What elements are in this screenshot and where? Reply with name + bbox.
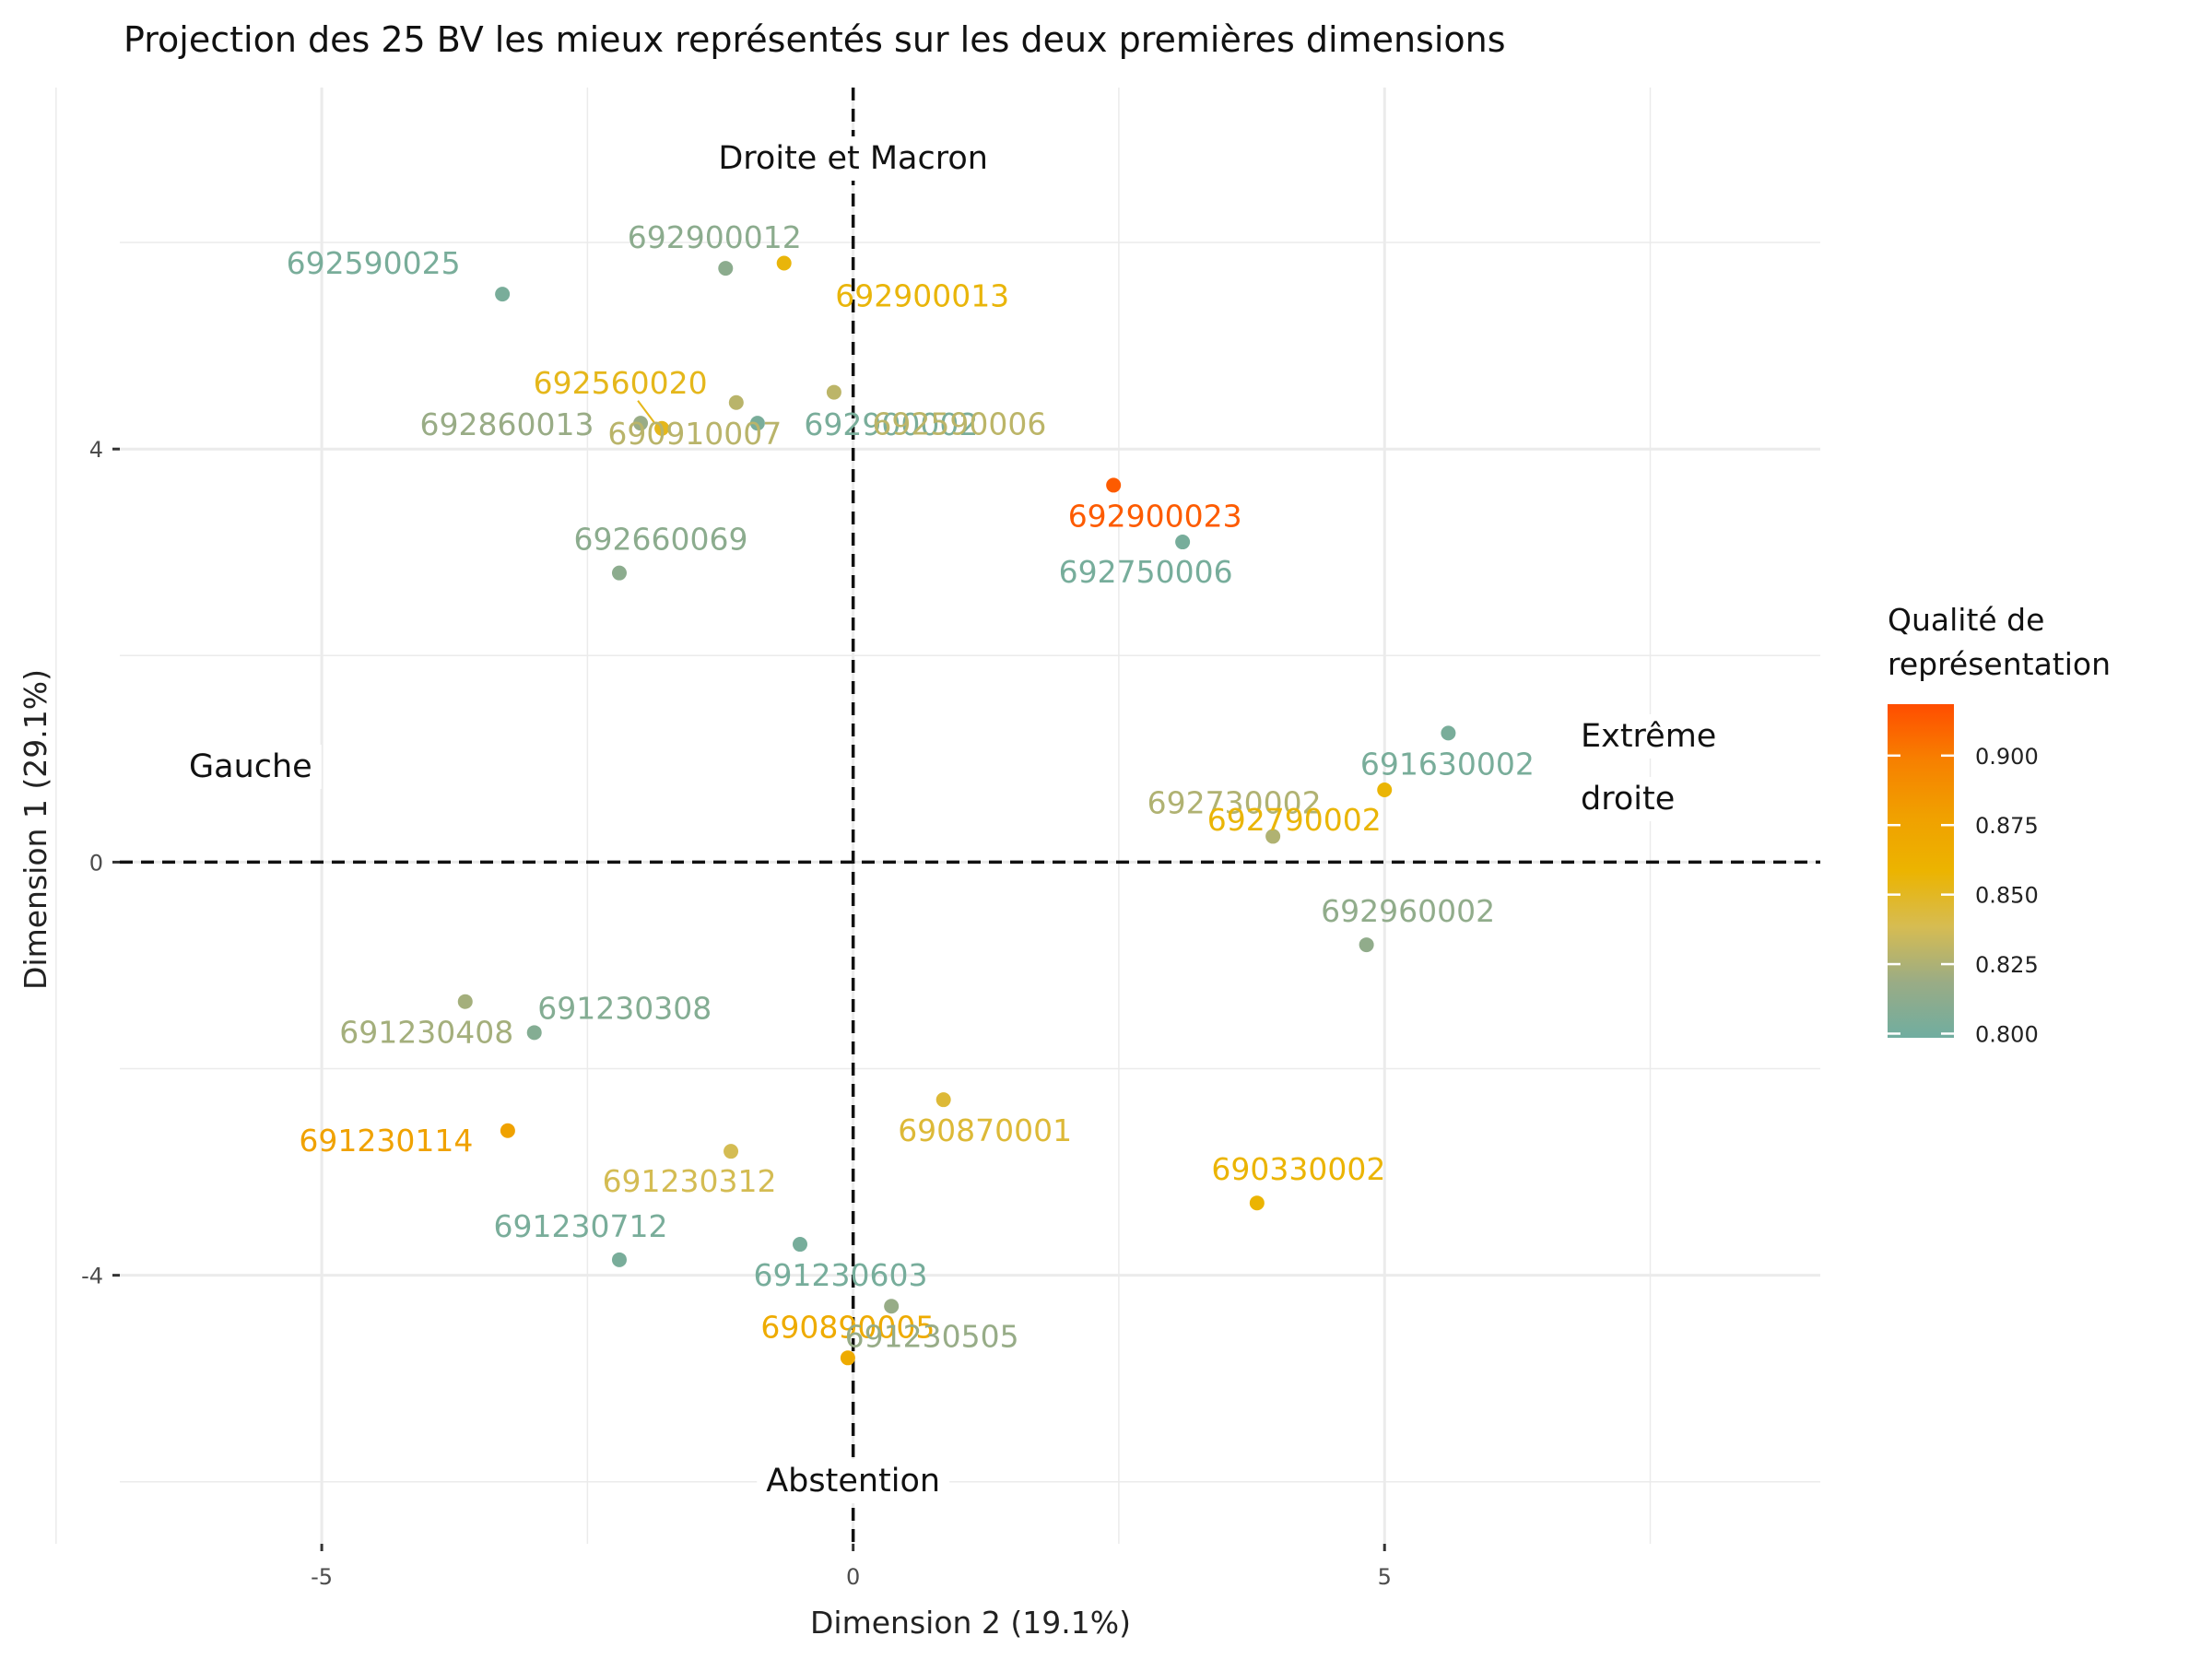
legend-tick-label: 0.800 (1975, 1021, 2039, 1047)
color-legend: Qualité de représentation 0.900 0.875 0.85… (1888, 602, 2111, 1047)
data-point (1106, 477, 1122, 493)
data-points (457, 255, 1456, 1366)
data-point (749, 416, 765, 431)
data-point (884, 1299, 900, 1314)
legend-tick-label: 0.875 (1975, 813, 2039, 839)
point-label: 692660069 (573, 522, 747, 558)
y-tick-label: -4 (81, 1264, 103, 1289)
point-label: 690910007 (607, 416, 782, 452)
data-point (1359, 937, 1374, 953)
point-label: 691230308 (537, 990, 712, 1026)
data-point (776, 255, 792, 271)
point-label: 692900012 (628, 219, 802, 255)
point-label: 692900023 (1068, 498, 1242, 534)
point-label: 692590025 (287, 245, 461, 281)
data-point (633, 416, 649, 431)
annotation-background (180, 745, 322, 789)
annotation-background (757, 1459, 950, 1503)
annotation-background (1571, 714, 1726, 759)
legend-title-line-2: représentation (1888, 646, 2111, 682)
point-label: 691230408 (339, 1015, 513, 1051)
label-leader-line (637, 400, 655, 424)
annotation-background (709, 136, 997, 181)
point-label: 691230312 (603, 1163, 777, 1199)
point-label: 691230603 (754, 1257, 928, 1293)
point-label: 692750006 (1059, 554, 1233, 590)
y-axis-title: Dimension 1 (29.1%) (18, 669, 53, 990)
data-point (1377, 782, 1393, 797)
data-point (500, 1123, 515, 1138)
data-point (1265, 829, 1281, 844)
point-label: 690870001 (898, 1112, 1072, 1148)
point-label: 692900002 (804, 406, 978, 442)
annotation-label: droite (1581, 781, 1675, 818)
data-point (718, 261, 734, 276)
annotation-label: Gauche (189, 748, 312, 785)
legend-title-line-1: Qualité de (1888, 602, 2044, 638)
legend-colorbar (1888, 704, 1954, 1038)
data-point (724, 1144, 739, 1159)
point-label: 692860013 (420, 406, 594, 442)
data-point (526, 1025, 542, 1041)
y-tick-label: 0 (89, 850, 103, 876)
data-point (611, 565, 627, 581)
point-label: 690330002 (1211, 1151, 1385, 1187)
point-label: 691230712 (493, 1208, 667, 1244)
annotation-label: Extrême (1581, 718, 1716, 755)
data-point (611, 1252, 627, 1267)
annotation-label: Droite et Macron (718, 140, 988, 177)
legend-tick-label: 0.825 (1975, 952, 2039, 978)
legend-ticks: 0.900 0.875 0.850 0.825 0.800 (1888, 744, 2039, 1047)
data-point (826, 384, 841, 400)
point-label: 691630002 (1360, 746, 1535, 782)
data-point (728, 394, 744, 410)
x-tick-label: -5 (311, 1564, 333, 1590)
data-point (495, 287, 511, 302)
y-tick-label: 4 (89, 437, 103, 463)
point-label: 691230505 (845, 1318, 1019, 1354)
reference-lines (120, 88, 1820, 1544)
data-point (1249, 1195, 1265, 1211)
data-point (840, 1350, 855, 1366)
annotation-background (1571, 777, 1685, 821)
chart-title: Projection des 25 BV les mieux représent… (124, 19, 1506, 60)
data-point (654, 420, 670, 436)
quadrant-annotations: Droite et Macron Abstention Gauche Extrême d… (180, 136, 1726, 1503)
point-label: 691230114 (299, 1123, 473, 1159)
data-point (1441, 725, 1456, 741)
annotation-label: Abstention (766, 1463, 940, 1500)
x-tick-label: 0 (846, 1564, 860, 1590)
data-point (1175, 535, 1191, 550)
data-point (935, 1092, 951, 1108)
x-axis-title: Dimension 2 (19.1%) (810, 1605, 1131, 1641)
axis-ticks: -5 0 5 -4 0 4 (81, 437, 1392, 1590)
legend-tick-label: 0.900 (1975, 744, 2039, 770)
point-label: 692790002 (1207, 802, 1382, 838)
point-label: 692900013 (835, 277, 1009, 313)
point-label: 692590006 (872, 406, 1046, 442)
point-label: 692560020 (534, 365, 708, 401)
data-point (793, 1237, 807, 1253)
legend-tick-label: 0.850 (1975, 883, 2039, 909)
x-tick-label: 5 (1378, 1564, 1392, 1590)
point-label: 692730002 (1147, 784, 1322, 820)
data-point (457, 994, 473, 1009)
point-label: 690890005 (760, 1309, 935, 1345)
point-label: 692960002 (1321, 893, 1495, 929)
